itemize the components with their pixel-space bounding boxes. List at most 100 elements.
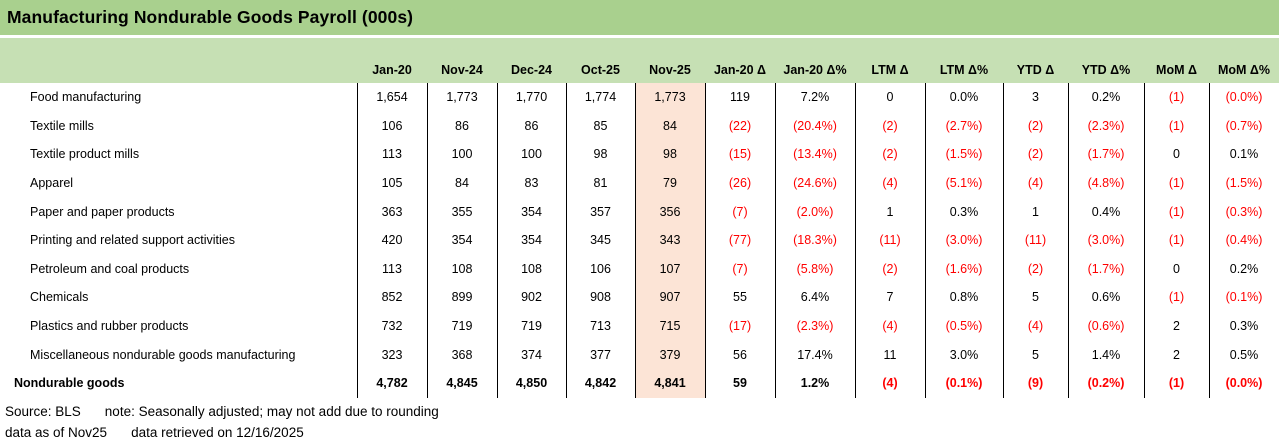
cell-paper-and-paper-products-jan-20: (2.0%)	[774, 197, 855, 226]
cell-plastics-and-rubber-products-mom: 0.3%	[1208, 311, 1279, 341]
cell-nondurable-goods-jan-20: 1.2%	[774, 368, 855, 398]
cell-miscellaneous-nondurable-goods-manufacturing-jan-20: 56	[704, 340, 775, 369]
cell-chemicals-jan-20: 6.4%	[774, 283, 855, 312]
cell-chemicals-nov-25: 907	[634, 283, 705, 312]
cell-nondurable-goods-ytd: (9)	[1002, 368, 1068, 398]
cell-textile-mills-ltm: (2)	[854, 111, 925, 141]
cell-printing-and-related-support-activities-ltm: (11)	[854, 225, 925, 255]
cell-petroleum-and-coal-products-ltm: (1.6%)	[924, 254, 1003, 284]
table-row: Food manufacturing 1,654 1,773 1,770 1,774 1,…	[0, 83, 1279, 112]
cell-nondurable-goods-oct-25: 4,842	[565, 368, 635, 398]
cell-printing-and-related-support-activities-jan-20: 420	[356, 225, 427, 255]
cell-paper-and-paper-products-mom: (1)	[1143, 197, 1209, 226]
cell-miscellaneous-nondurable-goods-manufacturing-mom: 2	[1143, 340, 1209, 369]
cell-printing-and-related-support-activities-nov-25: 343	[634, 225, 705, 255]
cell-chemicals-ytd: 5	[1002, 283, 1068, 312]
cell-apparel-nov-25: 79	[634, 168, 705, 198]
cell-plastics-and-rubber-products-nov-25: 715	[634, 311, 705, 341]
cell-petroleum-and-coal-products-ytd: (1.7%)	[1067, 254, 1144, 284]
cell-miscellaneous-nondurable-goods-manufacturing-dec-24: 374	[496, 340, 566, 369]
cell-plastics-and-rubber-products-nov-24: 719	[426, 311, 497, 341]
cell-food-manufacturing-ytd: 3	[1002, 83, 1068, 112]
cell-apparel-oct-25: 81	[565, 168, 635, 198]
cell-nondurable-goods-nov-24: 4,845	[426, 368, 497, 398]
cell-apparel-jan-20: (24.6%)	[774, 168, 855, 198]
row-label-plastics-and-rubber-products: Plastics and rubber products	[30, 319, 189, 334]
cell-petroleum-and-coal-products-ltm: (2)	[854, 254, 925, 284]
column-header-ltm: LTM Δ%	[925, 38, 1003, 83]
column-header-oct-25: Oct-25	[566, 38, 635, 83]
row-label-paper-and-paper-products: Paper and paper products	[30, 204, 175, 219]
page-title: Manufacturing Nondurable Goods Payroll (…	[7, 7, 414, 27]
cell-miscellaneous-nondurable-goods-manufacturing-jan-20: 17.4%	[774, 340, 855, 369]
table-row-total: Nondurable goods 4,782 4,845 4,850 4,842 4,84…	[0, 368, 1279, 398]
column-header-ytd: YTD Δ%	[1068, 38, 1144, 83]
row-label-miscellaneous-nondurable-goods-manufacturing: Miscellaneous nondurable goods manufactu…	[30, 347, 296, 362]
cell-plastics-and-rubber-products-ytd: (4)	[1002, 311, 1068, 341]
cell-paper-and-paper-products-nov-24: 355	[426, 197, 497, 226]
cell-textile-product-mills-dec-24: 100	[496, 140, 566, 169]
column-header-jan-20: Jan-20	[357, 38, 427, 83]
cell-printing-and-related-support-activities-ytd: (11)	[1002, 225, 1068, 255]
cell-petroleum-and-coal-products-jan-20: (5.8%)	[774, 254, 855, 284]
cell-nondurable-goods-ytd: (0.2%)	[1067, 368, 1144, 398]
cell-petroleum-and-coal-products-ytd: (2)	[1002, 254, 1068, 284]
cell-textile-mills-nov-25: 84	[634, 111, 705, 141]
row-label-textile-product-mills: Textile product mills	[30, 147, 140, 162]
row-label-petroleum-and-coal-products: Petroleum and coal products	[30, 261, 190, 276]
cell-food-manufacturing-ltm: 0	[854, 83, 925, 112]
asof-line: data as of Nov25 data retrieved on 12/16/…	[5, 422, 1279, 443]
footnotes: Source: BLS note: Seasonally adjusted; ma…	[0, 401, 1279, 443]
cell-plastics-and-rubber-products-ytd: (0.6%)	[1067, 311, 1144, 341]
column-header-dec-24: Dec-24	[497, 38, 566, 83]
cell-printing-and-related-support-activities-mom: (1)	[1143, 225, 1209, 255]
cell-plastics-and-rubber-products-jan-20: (2.3%)	[774, 311, 855, 341]
cell-nondurable-goods-nov-25: 4,841	[634, 368, 705, 398]
title-bar: Manufacturing Nondurable Goods Payroll (…	[0, 0, 1279, 35]
cell-apparel-ltm: (4)	[854, 168, 925, 198]
cell-chemicals-nov-24: 899	[426, 283, 497, 312]
cell-food-manufacturing-ltm: 0.0%	[924, 83, 1003, 112]
cell-textile-product-mills-ytd: (1.7%)	[1067, 140, 1144, 169]
column-header-ltm: LTM Δ	[855, 38, 925, 83]
cell-apparel-jan-20: 105	[356, 168, 427, 198]
cell-chemicals-dec-24: 902	[496, 283, 566, 312]
cell-petroleum-and-coal-products-nov-25: 107	[634, 254, 705, 284]
cell-food-manufacturing-nov-24: 1,773	[426, 83, 497, 112]
cell-food-manufacturing-jan-20: 119	[704, 83, 775, 112]
table-row: Paper and paper products 363 355 354 357 356(…	[0, 197, 1279, 226]
table-row: Plastics and rubber products 732 719 719 713…	[0, 311, 1279, 341]
cell-food-manufacturing-mom: (1)	[1143, 83, 1209, 112]
cell-textile-product-mills-ltm: (2)	[854, 140, 925, 169]
cell-textile-mills-jan-20: 106	[356, 111, 427, 141]
table-header-row: Jan-20 Nov-24 Dec-24 Oct-25 Nov-25 Jan-20 Δ Ja…	[0, 38, 1279, 83]
cell-textile-mills-ltm: (2.7%)	[924, 111, 1003, 141]
row-label-apparel: Apparel	[30, 176, 74, 191]
cell-textile-product-mills-jan-20: 113	[356, 140, 427, 169]
cell-textile-mills-mom: (1)	[1143, 111, 1209, 141]
cell-apparel-mom: (1.5%)	[1208, 168, 1279, 198]
cell-plastics-and-rubber-products-ltm: (0.5%)	[924, 311, 1003, 341]
cell-plastics-and-rubber-products-jan-20: 732	[356, 311, 427, 341]
row-label-textile-mills: Textile mills	[30, 118, 94, 133]
cell-petroleum-and-coal-products-mom: 0	[1143, 254, 1209, 284]
cell-apparel-ytd: (4)	[1002, 168, 1068, 198]
cell-petroleum-and-coal-products-nov-24: 108	[426, 254, 497, 284]
note-text: note: Seasonally adjusted; may not add d…	[104, 403, 439, 419]
cell-textile-product-mills-jan-20: (15)	[704, 140, 775, 169]
cell-petroleum-and-coal-products-mom: 0.2%	[1208, 254, 1279, 284]
cell-miscellaneous-nondurable-goods-manufacturing-ytd: 5	[1002, 340, 1068, 369]
cell-printing-and-related-support-activities-mom: (0.4%)	[1208, 225, 1279, 255]
cell-miscellaneous-nondurable-goods-manufacturing-oct-25: 377	[565, 340, 635, 369]
cell-food-manufacturing-jan-20: 7.2%	[774, 83, 855, 112]
cell-miscellaneous-nondurable-goods-manufacturing-jan-20: 323	[356, 340, 427, 369]
cell-paper-and-paper-products-ytd: 0.4%	[1067, 197, 1144, 226]
cell-printing-and-related-support-activities-jan-20: (77)	[704, 225, 775, 255]
cell-paper-and-paper-products-jan-20: (7)	[704, 197, 775, 226]
cell-textile-mills-ytd: (2)	[1002, 111, 1068, 141]
cell-plastics-and-rubber-products-jan-20: (17)	[704, 311, 775, 341]
cell-miscellaneous-nondurable-goods-manufacturing-nov-25: 379	[634, 340, 705, 369]
cell-textile-mills-mom: (0.7%)	[1208, 111, 1279, 141]
cell-textile-product-mills-oct-25: 98	[565, 140, 635, 169]
payroll-table: Jan-20 Nov-24 Dec-24 Oct-25 Nov-25 Jan-20 Δ Ja…	[0, 38, 1279, 398]
